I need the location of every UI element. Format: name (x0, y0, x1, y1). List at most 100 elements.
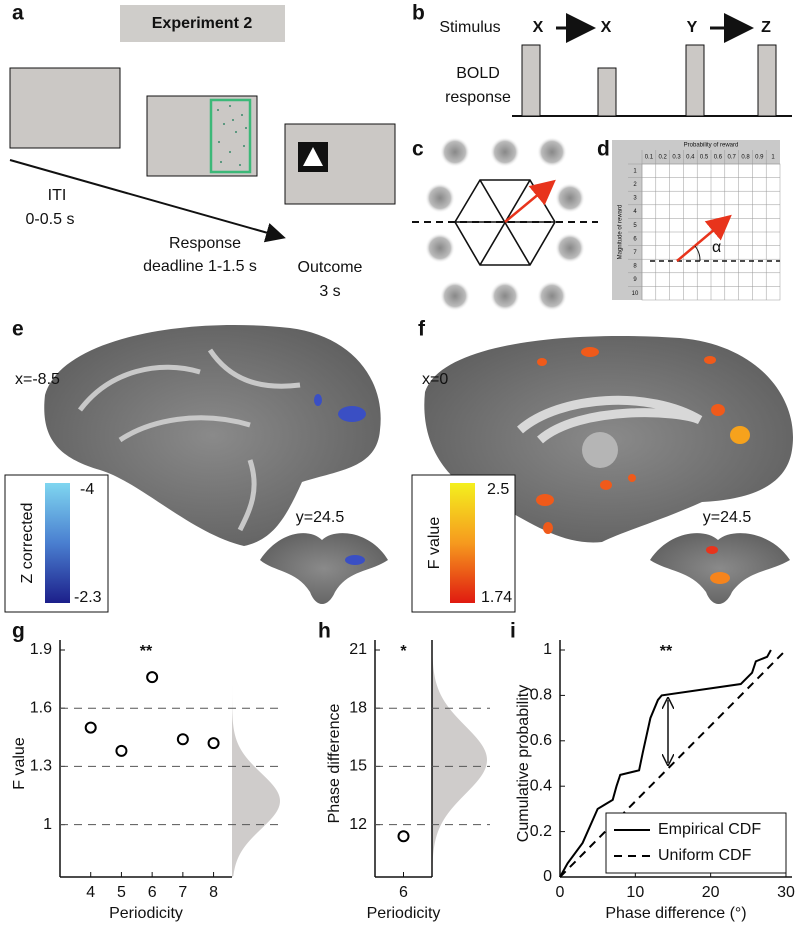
x-axis-label: Periodicity (367, 905, 441, 922)
y-tick-label: 1.3 (30, 758, 52, 775)
x-tick-label: 10 (626, 884, 644, 901)
x-tick-label: 6 (399, 884, 408, 901)
phase-label: Response (169, 235, 241, 252)
y-tick-label: 0.2 (530, 823, 552, 840)
row-label: response (445, 89, 511, 106)
x-axis-label: Periodicity (109, 905, 183, 922)
y-tick-label: 12 (349, 816, 367, 833)
corpus-callosum (517, 395, 703, 444)
x-tick-label: 7 (178, 884, 187, 901)
row-label: 7 (633, 250, 637, 256)
screen (9, 67, 121, 149)
panel-f-drawing (411, 335, 794, 613)
data-point (115, 744, 128, 757)
y-tick-label: 0.6 (530, 732, 552, 749)
panel-c-drawing (412, 137, 598, 311)
row-label: 5 (633, 223, 637, 229)
phase-label: ITI (48, 187, 67, 204)
row-label: 3 (633, 196, 637, 202)
y-tick-label: 0.4 (530, 777, 552, 794)
table-header (612, 140, 642, 300)
column-label: 0.9 (755, 155, 764, 161)
bold-bar (757, 44, 777, 117)
x-tick-label: 0 (556, 884, 565, 901)
stimulus: X (533, 19, 544, 36)
legend-label: Uniform CDF (658, 847, 752, 864)
row-label: 6 (633, 236, 637, 242)
screen (146, 95, 258, 177)
x-axis-label: Phase difference (°) (605, 905, 746, 922)
x-tick-label: 5 (117, 884, 126, 901)
cdf-line (559, 649, 787, 878)
table-side-title: Magnitude of reward (618, 205, 624, 260)
y-tick-label: 0.8 (530, 687, 552, 704)
colorbar-label: 1.74 (481, 589, 512, 606)
colorbar (45, 483, 70, 603)
x-tick-label: 20 (702, 884, 720, 901)
activation (338, 406, 366, 422)
stimulus: Z (761, 19, 771, 36)
x-tick-label: 8 (209, 884, 218, 901)
panel-label: c (412, 138, 424, 161)
column-label: 0.5 (700, 155, 709, 161)
y-tick-label: 1 (43, 816, 52, 833)
panel-label: a (12, 2, 24, 25)
column-label: 0.3 (672, 155, 681, 161)
row-label: 4 (633, 209, 637, 215)
bold-bar (597, 67, 617, 117)
panel-e-drawing (4, 324, 388, 613)
panel-title: Experiment 2 (152, 15, 253, 32)
colorbar-label: -4 (80, 481, 94, 498)
stimulus-dots (217, 105, 247, 166)
panel-label: i (510, 620, 516, 643)
activation (710, 572, 730, 584)
panel-b-drawing (512, 13, 792, 117)
x-tick-label: 30 (777, 884, 795, 901)
panel-label: h (318, 620, 331, 643)
phase-duration: 0-0.5 s (26, 211, 75, 228)
row-label: Stimulus (439, 19, 500, 36)
direction-arrow (504, 179, 556, 223)
stimulus: Y (687, 19, 698, 36)
y-tick-label: 1.6 (30, 699, 52, 716)
y-axis-label: F value (11, 737, 28, 790)
phase-label: Outcome (298, 259, 363, 276)
colorbar-title: Z corrected (19, 503, 36, 584)
time-arrow (9, 159, 286, 243)
column-label: 0.4 (686, 155, 695, 161)
activation (706, 546, 718, 554)
brain-sagittal (44, 324, 381, 546)
x-tick-label: 6 (148, 884, 157, 901)
row-label: 9 (633, 277, 637, 283)
activation (345, 555, 365, 565)
data-point (146, 671, 159, 684)
column-label: 1 (771, 155, 775, 161)
direction-arrow (676, 214, 732, 262)
row-label: 1 (633, 168, 637, 174)
colorbar-label: -2.3 (74, 589, 102, 606)
column-label: 0.6 (714, 155, 723, 161)
bold-bar (685, 44, 705, 117)
x-tick-label: 4 (86, 884, 95, 901)
null-distribution (432, 650, 487, 877)
bold-bar (521, 44, 541, 117)
panel-label: f (418, 318, 426, 341)
cdf-line (559, 649, 772, 878)
phase-duration: 3 s (319, 283, 340, 300)
panel-a-drawing (9, 5, 396, 243)
grid-cells (425, 137, 585, 311)
panel-label: b (412, 2, 425, 25)
thalamus (582, 432, 618, 468)
y-tick-label: 15 (349, 758, 367, 775)
activations (536, 347, 750, 534)
panel-label: g (12, 620, 25, 643)
significance: ** (140, 643, 153, 660)
legend-label: Empirical CDF (658, 821, 761, 838)
colorbar-label: 2.5 (487, 481, 509, 498)
y-tick-label: 1 (543, 641, 552, 658)
stimulus: X (601, 19, 612, 36)
data-point (176, 733, 189, 746)
y-tick-label: 18 (349, 699, 367, 716)
y-axis-label: Phase difference (326, 704, 343, 824)
